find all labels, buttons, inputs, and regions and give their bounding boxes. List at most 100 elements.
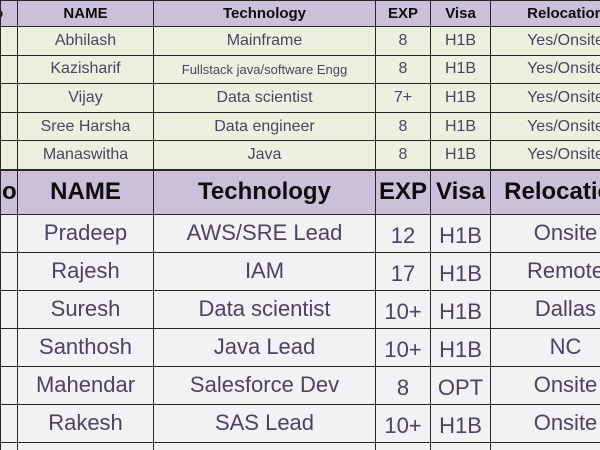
relocation-cell: Remote	[490, 251, 600, 291]
exp-cell: 10+	[375, 327, 431, 367]
header-technology: Technology	[153, 0, 376, 27]
name-cell: Vijay	[17, 83, 154, 113]
relocation-cell: Yes/Onsite	[490, 26, 600, 56]
relocation-cell: Dallas	[490, 289, 600, 329]
table-row-partial	[0, 441, 600, 450]
visa-cell: H1B	[430, 403, 491, 443]
row-number-cell	[0, 365, 18, 405]
table-row: Kazisharif Fullstack java/software Engg …	[0, 54, 600, 85]
table-row: Sree Harsha Data engineer 8 H1B Yes/Onsi…	[0, 111, 600, 142]
technology-cell: Salesforce Dev	[153, 365, 376, 405]
relocation-cell	[490, 441, 600, 450]
exp-cell: 8	[375, 26, 431, 56]
technology-cell: Data scientist	[153, 289, 376, 329]
relocation-cell: NC	[490, 327, 600, 367]
name-cell: Pradeep	[17, 213, 154, 253]
exp-cell: 7+	[375, 83, 431, 113]
header-technology: Technology	[153, 169, 376, 215]
exp-cell	[375, 441, 431, 450]
exp-cell: 12	[375, 213, 431, 253]
header-visa: Visa	[430, 169, 491, 215]
row-number-cell	[0, 251, 18, 291]
technology-cell: Java Lead	[153, 327, 376, 367]
row-number-cell	[0, 111, 18, 142]
header-visa: Visa	[430, 0, 491, 27]
relocation-cell: Yes/Onsite	[490, 54, 600, 85]
row-number-cell	[0, 54, 18, 85]
row-number-cell	[0, 26, 18, 56]
exp-cell: 8	[375, 54, 431, 85]
header-name: NAME	[17, 0, 154, 27]
relocation-cell: Yes/Onsite	[490, 83, 600, 113]
row-number-cell	[0, 403, 18, 443]
row-number-cell	[0, 289, 18, 329]
table-row: Santhosh Java Lead 10+ H1B NC	[0, 327, 600, 367]
name-cell: Sree Harsha	[17, 111, 154, 142]
exp-cell: 8	[375, 365, 431, 405]
table-row: Abhilash Mainframe 8 H1B Yes/Onsite	[0, 26, 600, 56]
name-cell: Mahendar	[17, 365, 154, 405]
exp-cell: 8	[375, 111, 431, 142]
candidates-table-bottom: o NAME Technology EXP Visa Relocation Pr…	[0, 169, 600, 450]
relocation-cell: Onsite	[490, 213, 600, 253]
table-row: Rajesh IAM 17 H1B Remote	[0, 251, 600, 291]
name-cell: Abhilash	[17, 26, 154, 56]
name-cell: Suresh	[17, 289, 154, 329]
technology-cell: Java	[153, 140, 376, 170]
row-number-cell	[0, 327, 18, 367]
header-name: NAME	[17, 169, 154, 215]
table-row: Rakesh SAS Lead 10+ H1B Onsite	[0, 403, 600, 443]
relocation-cell: Yes/Onsite	[490, 111, 600, 142]
technology-cell	[153, 441, 376, 450]
table-row: Mahendar Salesforce Dev 8 OPT Onsite	[0, 365, 600, 405]
table-top-header-row: o NAME Technology EXP Visa Relocation	[0, 0, 600, 27]
row-number-cell	[0, 83, 18, 113]
name-cell: Rakesh	[17, 403, 154, 443]
visa-cell	[430, 441, 491, 450]
relocation-cell: Onsite	[490, 365, 600, 405]
table-row: Suresh Data scientist 10+ H1B Dallas	[0, 289, 600, 329]
header-relocation: Relocation	[490, 169, 600, 215]
candidates-table-top: o NAME Technology EXP Visa Relocation Ab…	[0, 0, 600, 170]
table-bottom-header-row: o NAME Technology EXP Visa Relocation	[0, 169, 600, 215]
table-row: Manaswitha Java 8 H1B Yes/Onsite	[0, 140, 600, 170]
technology-cell: Fullstack java/software Engg	[153, 54, 376, 85]
header-relocation: Relocation	[490, 0, 600, 27]
table-row: Vijay Data scientist 7+ H1B Yes/Onsite	[0, 83, 600, 113]
exp-cell: 10+	[375, 289, 431, 329]
visa-cell: OPT	[430, 365, 491, 405]
table-row: Pradeep AWS/SRE Lead 12 H1B Onsite	[0, 213, 600, 253]
relocation-cell: Yes/Onsite	[490, 140, 600, 170]
row-number-cell	[0, 140, 18, 170]
name-cell: Rajesh	[17, 251, 154, 291]
exp-cell: 10+	[375, 403, 431, 443]
visa-cell: H1B	[430, 111, 491, 142]
technology-cell: AWS/SRE Lead	[153, 213, 376, 253]
name-cell: Manaswitha	[17, 140, 154, 170]
technology-cell: SAS Lead	[153, 403, 376, 443]
visa-cell: H1B	[430, 83, 491, 113]
header-exp: EXP	[375, 169, 431, 215]
technology-cell: Data engineer	[153, 111, 376, 142]
visa-cell: H1B	[430, 251, 491, 291]
technology-cell: Mainframe	[153, 26, 376, 56]
visa-cell: H1B	[430, 26, 491, 56]
visa-cell: H1B	[430, 54, 491, 85]
relocation-cell: Onsite	[490, 403, 600, 443]
visa-cell: H1B	[430, 327, 491, 367]
exp-cell: 17	[375, 251, 431, 291]
visa-cell: H1B	[430, 213, 491, 253]
visa-cell: H1B	[430, 289, 491, 329]
visa-cell: H1B	[430, 140, 491, 170]
row-number-cell	[0, 213, 18, 253]
name-cell: Santhosh	[17, 327, 154, 367]
name-cell: Kazisharif	[17, 54, 154, 85]
technology-cell: Data scientist	[153, 83, 376, 113]
technology-cell: IAM	[153, 251, 376, 291]
header-no: o	[0, 0, 18, 27]
row-number-cell	[0, 441, 18, 450]
header-exp: EXP	[375, 0, 431, 27]
header-no: o	[0, 169, 18, 215]
name-cell	[17, 441, 154, 450]
